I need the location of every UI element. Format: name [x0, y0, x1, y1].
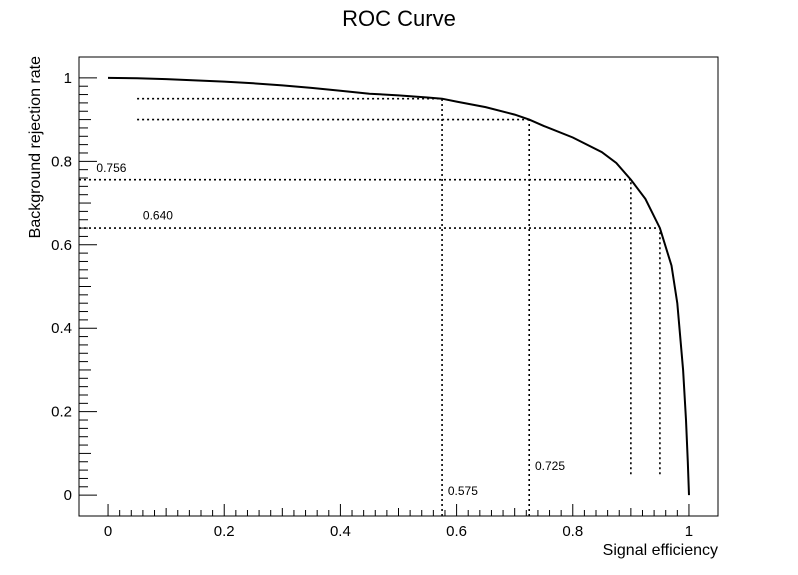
- x-tick-label: 0.4: [330, 523, 351, 540]
- value-annotation: 0.756: [96, 161, 126, 175]
- value-annotation: 0.725: [535, 459, 565, 473]
- x-tick-label: 0.2: [214, 523, 235, 540]
- x-tick-label: 0.8: [562, 523, 583, 540]
- y-axis-title: Background rejection rate: [27, 56, 44, 238]
- y-tick-label: 0.6: [51, 237, 72, 254]
- plot-frame: [78, 56, 719, 517]
- x-tick-label: 1: [685, 523, 693, 540]
- y-tick-label: 0.8: [51, 153, 72, 170]
- x-tick-label: 0.6: [446, 523, 467, 540]
- plot-area: 0 0.2 0.4 0.6 0.8 1 0 0.2 0.4 0.6 0.8 1 0.756 0.640 0.…: [51, 56, 719, 540]
- chart-title: ROC Curve: [342, 6, 456, 31]
- y-tick-label: 0.2: [51, 404, 72, 421]
- x-tick-label: 0: [104, 523, 112, 540]
- roc-curve-line: [107, 76, 690, 496]
- value-annotation: 0.640: [143, 209, 173, 223]
- x-axis-title: Signal efficiency: [603, 542, 718, 559]
- value-annotation: 0.575: [448, 484, 478, 498]
- y-tick-label: 0.4: [51, 320, 72, 337]
- y-tick-label: 0: [64, 487, 72, 504]
- y-tick-label: 1: [64, 70, 72, 87]
